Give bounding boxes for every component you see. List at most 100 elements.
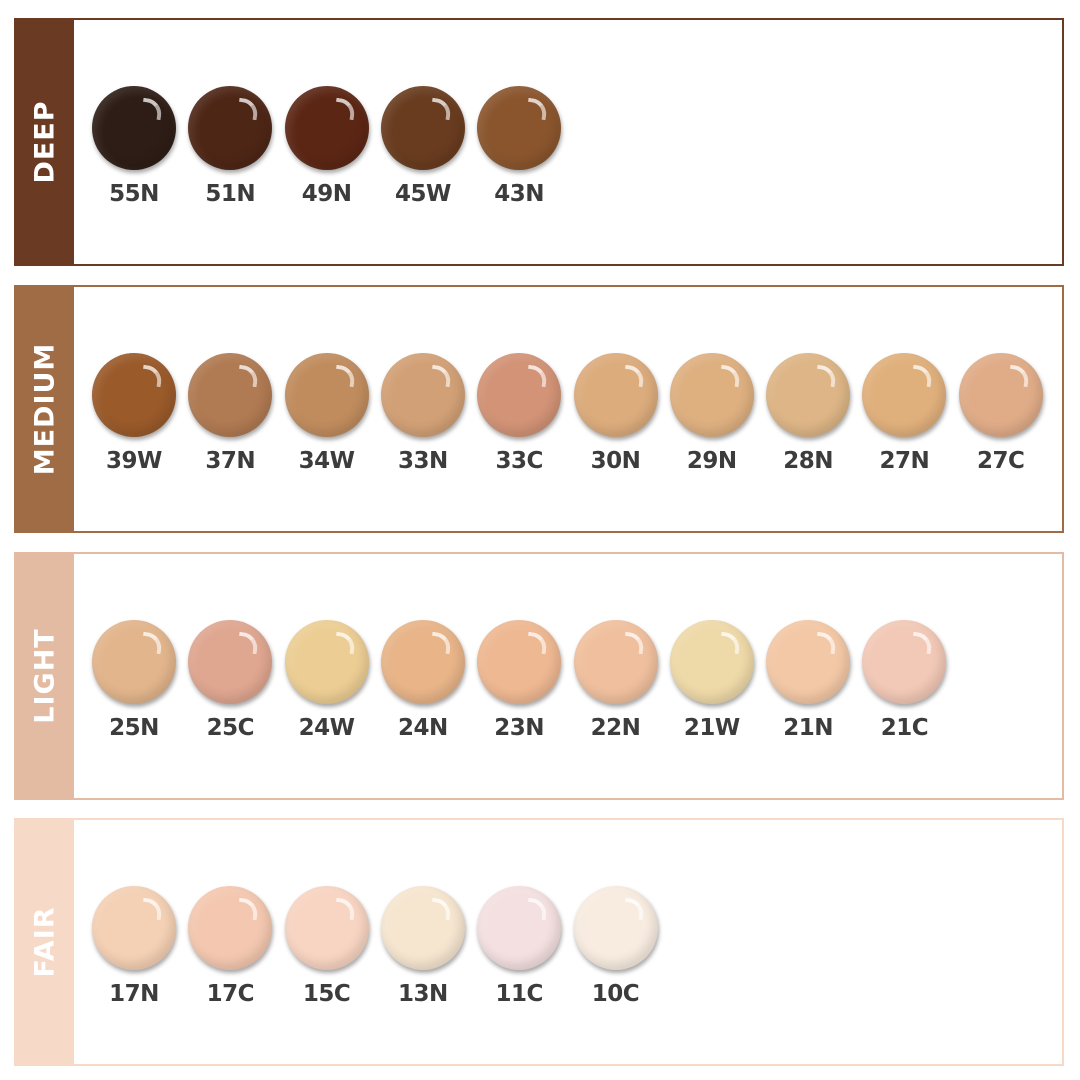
shade-dot [92, 353, 176, 437]
shade-dot [477, 886, 562, 970]
highlight-icon [622, 897, 645, 921]
shade-swatch[interactable]: 37N [182, 353, 278, 503]
shade-swatch[interactable]: 30N [568, 353, 664, 503]
shade-swatch[interactable]: 21C [856, 620, 952, 770]
shade-name: 27C [976, 448, 1025, 474]
shade-swatch[interactable]: 25C [182, 620, 278, 770]
shade-dot [380, 620, 465, 704]
highlight-icon [429, 897, 453, 921]
highlight-icon [237, 897, 260, 921]
shade-group-medium: MEDIUM 39W 37N 34W 33N 33C 30N 29N 28N 27N 27C [14, 285, 1064, 533]
shade-name: 28N [783, 448, 833, 474]
shade-name: 21N [783, 715, 833, 741]
group-band: DEEP [16, 20, 74, 264]
highlight-icon [429, 364, 453, 388]
highlight-icon [525, 897, 549, 921]
shade-name: 21W [683, 715, 740, 741]
shade-dot [477, 86, 562, 170]
shade-swatch[interactable]: 24W [279, 620, 375, 770]
highlight-icon [429, 97, 453, 121]
shade-dot [477, 620, 562, 704]
shade-swatch[interactable]: 45W [375, 86, 471, 236]
shade-name: 55N [109, 181, 159, 207]
shade-swatch[interactable]: 11C [471, 886, 567, 1036]
shade-name: 49N [301, 181, 352, 207]
highlight-icon [140, 97, 164, 121]
shade-swatch[interactable]: 25N [86, 620, 182, 770]
shade-dot [284, 353, 369, 437]
highlight-icon [333, 97, 356, 121]
shade-name: 33N [398, 448, 448, 474]
highlight-icon [525, 364, 549, 388]
highlight-icon [814, 631, 838, 655]
shade-swatch[interactable]: 34W [279, 353, 375, 503]
shade-swatch[interactable]: 55N [86, 86, 182, 236]
shade-swatch[interactable]: 43N [471, 86, 567, 236]
shade-name: 45W [394, 181, 451, 207]
group-label: DEEP [29, 100, 61, 184]
shade-swatch[interactable]: 22N [568, 620, 664, 770]
shade-swatch[interactable]: 17C [182, 886, 278, 1036]
group-label: MEDIUM [29, 342, 61, 476]
shade-name: 25N [109, 715, 159, 741]
shade-swatch[interactable]: 51N [182, 86, 278, 236]
highlight-icon [718, 364, 742, 388]
shade-swatch[interactable]: 27N [856, 353, 952, 503]
shade-name: 29N [686, 448, 737, 474]
highlight-icon [525, 97, 549, 121]
shade-dot [669, 353, 754, 437]
shade-dot [284, 886, 369, 970]
shade-name: 15C [302, 981, 351, 1007]
shade-swatch[interactable]: 24N [375, 620, 471, 770]
shade-name: 27N [879, 448, 930, 474]
shade-name: 24W [298, 715, 355, 741]
shade-name: 24N [398, 715, 448, 741]
shade-swatch[interactable]: 17N [86, 886, 182, 1036]
shade-name: 25C [206, 715, 255, 741]
shade-swatch[interactable]: 49N [279, 86, 375, 236]
shade-swatch[interactable]: 21W [664, 620, 760, 770]
shade-swatch[interactable]: 28N [760, 353, 856, 503]
shade-name: 21C [880, 715, 929, 741]
shade-dot [188, 353, 273, 437]
shade-dot [188, 620, 273, 704]
shade-swatch[interactable]: 29N [664, 353, 760, 503]
shade-swatch[interactable]: 39W [86, 353, 182, 503]
group-label: LIGHT [29, 628, 61, 724]
highlight-icon [140, 897, 164, 921]
shade-dot [477, 353, 562, 437]
highlight-icon [911, 364, 934, 388]
highlight-icon [237, 364, 260, 388]
shade-swatch[interactable]: 23N [471, 620, 567, 770]
shade-swatch[interactable]: 33N [375, 353, 471, 503]
shade-dot [958, 353, 1043, 437]
highlight-icon [429, 631, 453, 655]
highlight-icon [333, 897, 356, 921]
shade-name: 37N [205, 448, 256, 474]
highlight-icon [140, 631, 164, 655]
shade-name: 17C [206, 981, 255, 1007]
shade-dot [380, 353, 465, 437]
shade-group-fair: FAIR 17N 17C 15C 13N 11C 10C [14, 818, 1064, 1066]
shade-dot [766, 353, 851, 437]
shade-dot [669, 620, 754, 704]
shade-dot [573, 353, 658, 437]
highlight-icon [1007, 364, 1030, 388]
shade-name: 23N [494, 715, 545, 741]
highlight-icon [814, 364, 838, 388]
shade-swatch[interactable]: 10C [568, 886, 664, 1036]
shade-dot [573, 886, 658, 970]
highlight-icon [333, 364, 356, 388]
shade-dot [92, 886, 176, 970]
shade-swatch[interactable]: 33C [471, 353, 567, 503]
shade-name: 13N [398, 981, 448, 1007]
shade-dot [380, 886, 465, 970]
shade-name: 51N [205, 181, 256, 207]
shade-name: 10C [591, 981, 640, 1007]
shade-dot [573, 620, 658, 704]
shade-swatch[interactable]: 13N [375, 886, 471, 1036]
shade-swatch[interactable]: 21N [760, 620, 856, 770]
shade-dot [188, 886, 273, 970]
shade-swatch[interactable]: 15C [279, 886, 375, 1036]
shade-swatch[interactable]: 27C [953, 353, 1049, 503]
